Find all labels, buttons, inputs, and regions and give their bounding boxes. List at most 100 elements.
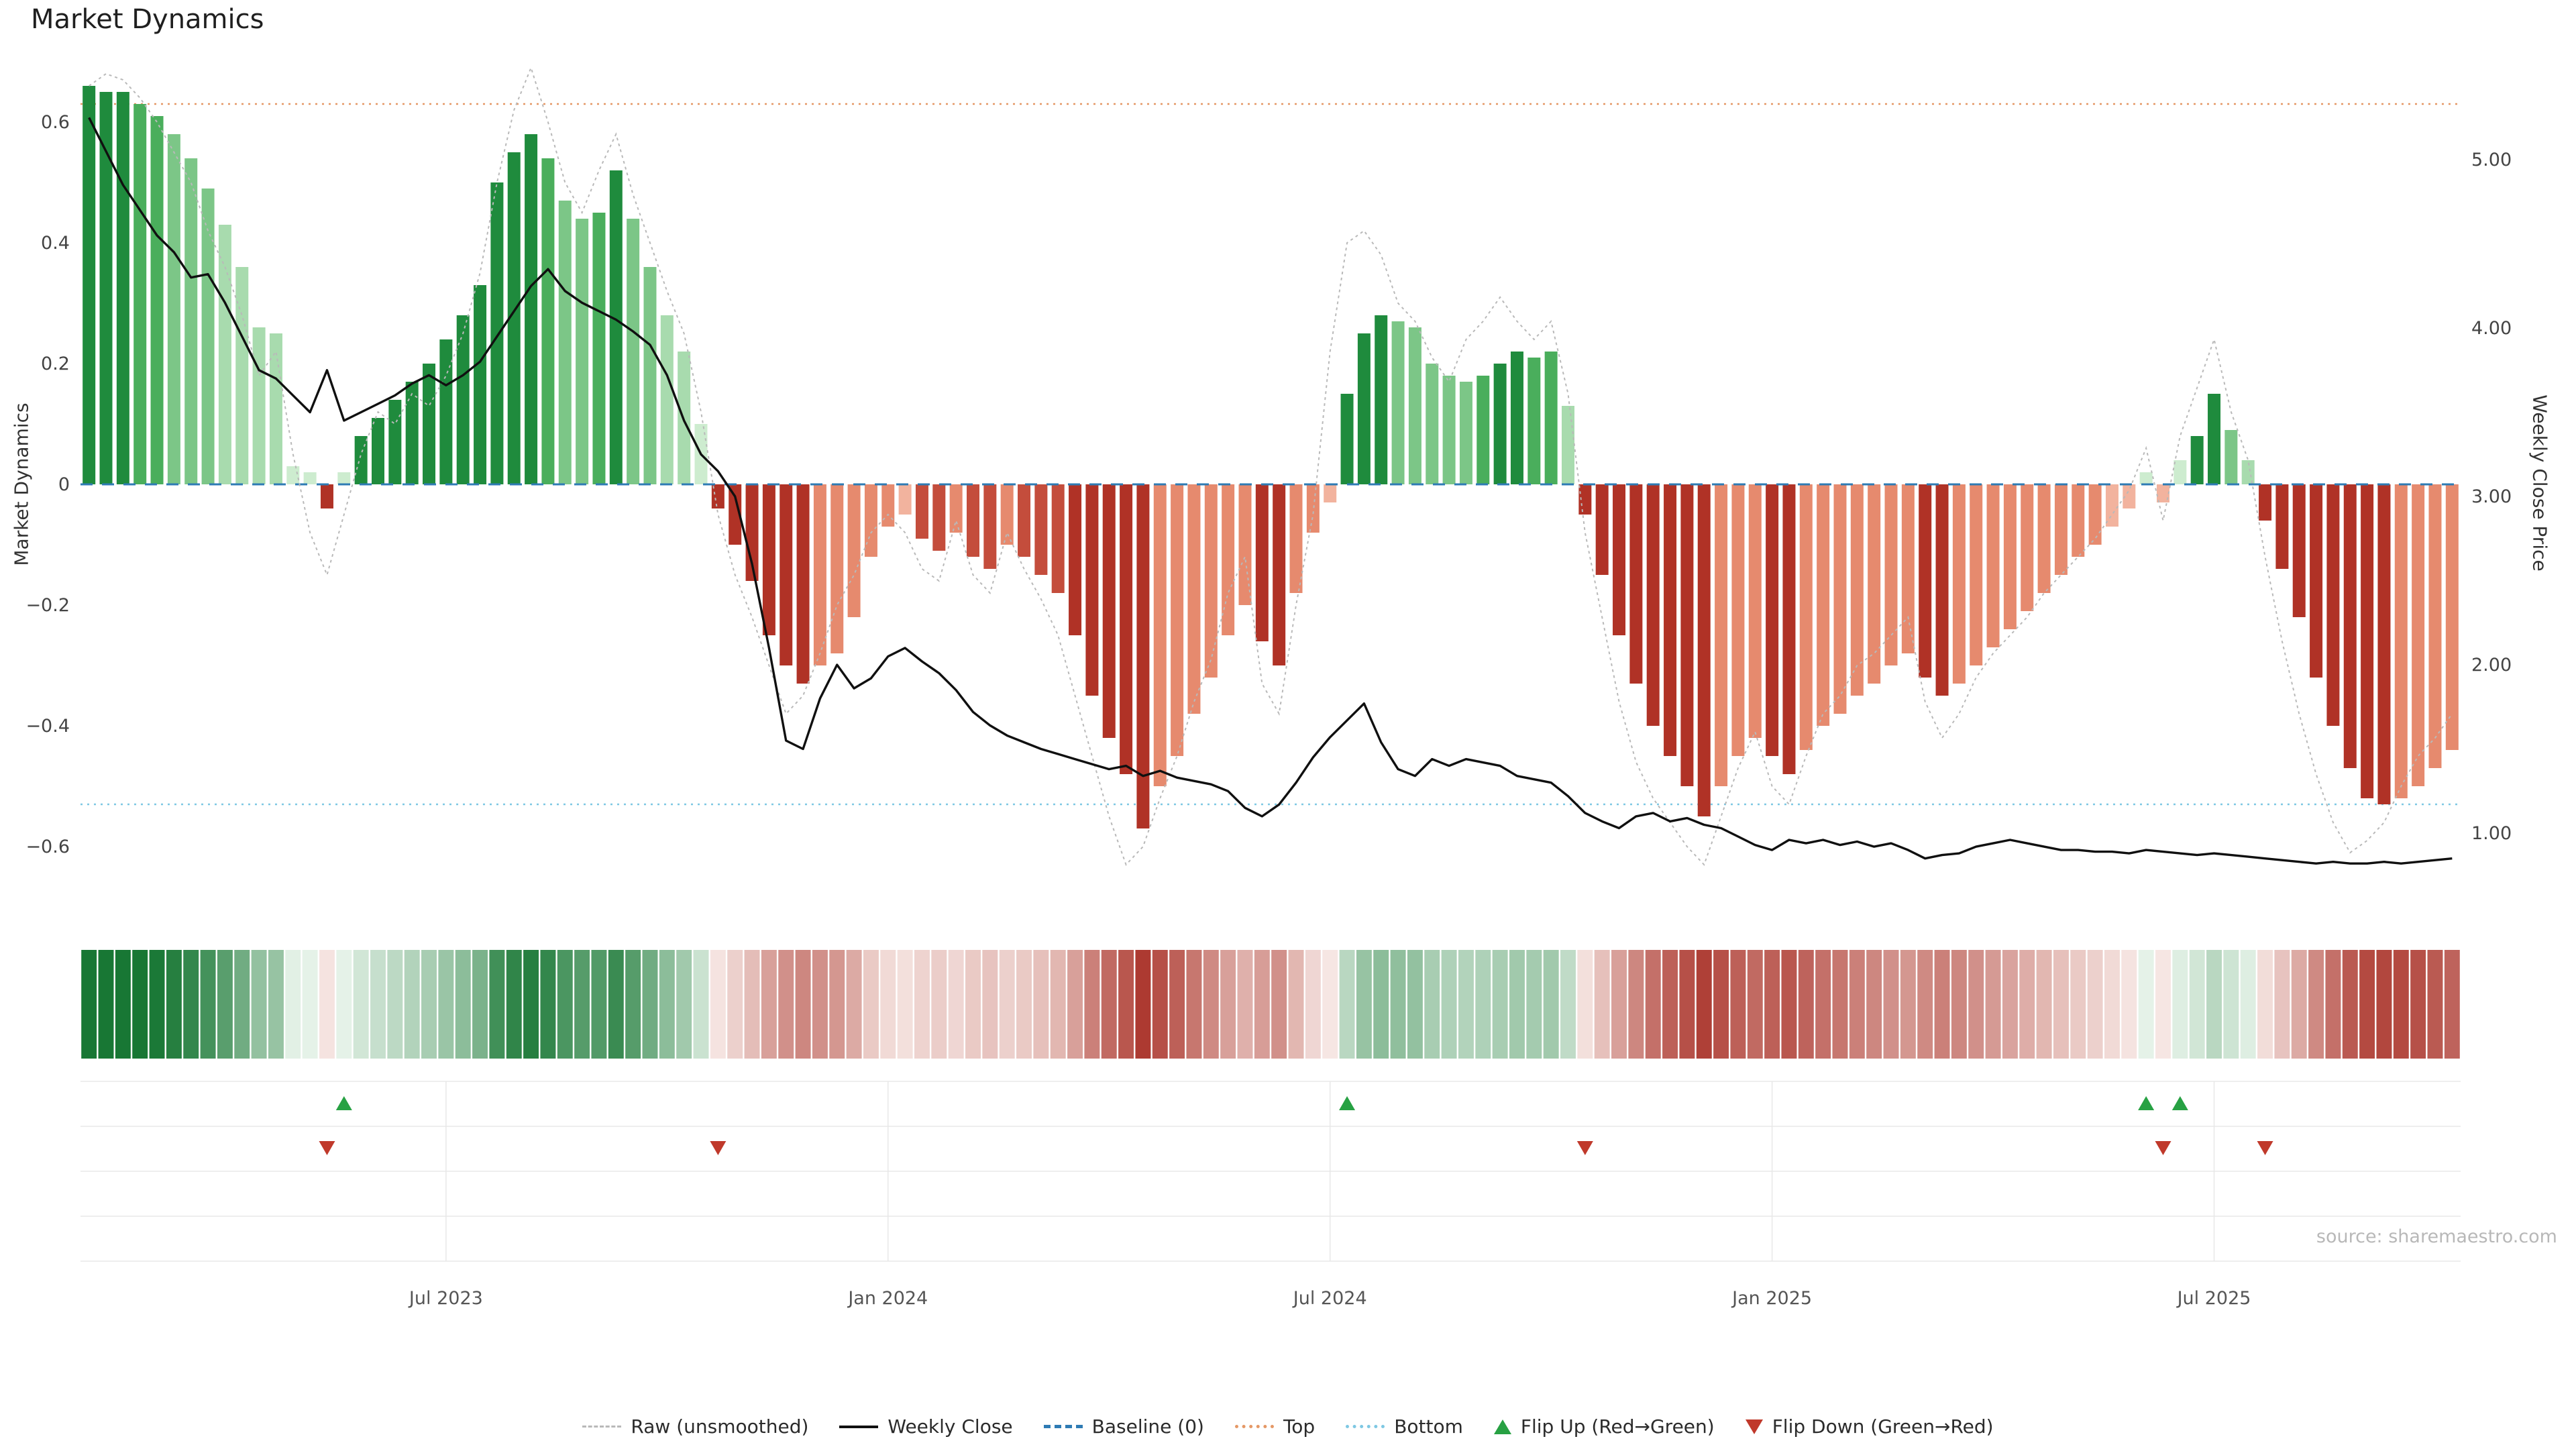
heatmap-cell — [149, 950, 165, 1059]
heatmap-cell — [1951, 950, 1967, 1059]
heatmap-cell — [2206, 950, 2222, 1059]
legend-label: Weekly Close — [888, 1415, 1013, 1438]
heatmap-cell — [1679, 950, 1695, 1059]
right-tick-label: 4.00 — [2471, 318, 2512, 339]
dynamics-bar — [643, 267, 657, 484]
heatmap-cell — [2444, 950, 2460, 1059]
heatmap-cell — [1968, 950, 1984, 1059]
heatmap-cell — [183, 950, 199, 1059]
heatmap-cell — [251, 950, 267, 1059]
heatmap-cell — [999, 950, 1015, 1059]
flip-down-marker — [319, 1141, 335, 1155]
dynamics-bar — [201, 189, 215, 484]
heatmap-cell — [2172, 950, 2188, 1059]
dynamics-bar — [1766, 484, 1779, 756]
heatmap-cell — [1611, 950, 1627, 1059]
legend-label: Raw (unsmoothed) — [631, 1415, 809, 1438]
dynamics-bar — [830, 484, 844, 653]
heatmap-cell — [1662, 950, 1678, 1059]
heatmap-cell — [557, 950, 573, 1059]
right-tick-label: 1.00 — [2471, 823, 2512, 844]
dynamics-bar — [1901, 484, 1915, 653]
dynamics-bar — [474, 285, 487, 484]
heatmap-cell — [1730, 950, 1746, 1059]
heatmap-cell — [591, 950, 607, 1059]
dynamics-bar — [1442, 376, 1456, 484]
dynamics-bar — [881, 484, 895, 527]
dynamics-bar — [983, 484, 997, 569]
dynamics-bar — [2021, 484, 2034, 611]
dynamics-bar — [2174, 460, 2187, 484]
left-tick-label: −0.4 — [25, 716, 70, 737]
heatmap-cell — [2325, 950, 2341, 1059]
dynamics-bar — [2072, 484, 2085, 557]
dynamics-bar — [337, 472, 351, 484]
reference-lines — [80, 103, 2461, 806]
flip-up-triangle-icon — [1493, 1419, 1511, 1434]
heatmap-cell — [217, 950, 233, 1059]
heatmap-cell — [285, 950, 301, 1059]
dynamics-bar — [2123, 484, 2136, 508]
dynamics-bar — [1357, 333, 1371, 484]
legend-item-baseline: Baseline (0) — [1043, 1415, 1204, 1438]
dynamics-bar — [1510, 352, 1523, 484]
dynamics-bar — [1306, 484, 1320, 533]
dynamics-bar — [218, 225, 231, 484]
left-tick-label: −0.6 — [25, 837, 70, 857]
dynamics-bar — [932, 484, 946, 551]
heatmap-cell — [1645, 950, 1661, 1059]
dynamics-bar — [1477, 376, 1490, 484]
dynamics-bar — [1153, 484, 1167, 786]
heatmap-cell — [1271, 950, 1287, 1059]
dynamics-bar — [1782, 484, 1796, 774]
heatmap-cell — [81, 950, 97, 1059]
right-tick-label: 3.00 — [2471, 486, 2512, 507]
left-tick-label: 0.4 — [41, 233, 70, 254]
heatmap-cell — [1900, 950, 1916, 1059]
dynamics-bar — [558, 201, 572, 484]
heatmap-cell — [1016, 950, 1032, 1059]
top-line-sample-icon — [1234, 1425, 1274, 1428]
x-tick-label: Jul 2025 — [2176, 1288, 2251, 1309]
heatmap-cell — [2019, 950, 2035, 1059]
dynamics-bar — [949, 484, 963, 533]
dynamics-bar — [1018, 484, 1031, 557]
dynamics-bar — [388, 400, 402, 484]
dynamics-bar — [1085, 484, 1099, 696]
dynamics-bar — [116, 92, 129, 484]
heatmap-cell — [1067, 950, 1083, 1059]
dynamics-bar — [915, 484, 928, 539]
dynamics-bar — [456, 315, 470, 484]
dynamics-bar — [1799, 484, 1813, 750]
dynamics-bar — [423, 364, 436, 484]
heatmap-cell — [2053, 950, 2069, 1059]
heatmap-cell — [1526, 950, 1542, 1059]
heatmap-cell — [642, 950, 658, 1059]
dynamics-bar — [2224, 430, 2238, 484]
dynamics-bar — [1324, 484, 1337, 502]
left-tick-label: 0 — [58, 474, 70, 495]
dynamics-bar — [1595, 484, 1609, 575]
dynamics-bar — [1970, 484, 1983, 665]
heatmap-cell — [2257, 950, 2273, 1059]
heatmap-cell — [710, 950, 726, 1059]
dynamics-bar — [2428, 484, 2442, 768]
raw-series — [89, 66, 2453, 866]
dynamics-bar — [1069, 484, 1082, 635]
dynamics-bar — [1884, 484, 1898, 665]
heatmap-cell — [1169, 950, 1185, 1059]
left-tick-label: 0.2 — [41, 354, 70, 374]
dynamics-bar — [1222, 484, 1235, 635]
heatmap-cell — [268, 950, 284, 1059]
dynamics-bar — [1493, 364, 1507, 484]
heatmap-cell — [829, 950, 845, 1059]
flip-up-marker — [335, 1096, 352, 1110]
dynamics-bar — [252, 327, 266, 484]
dynamics-bar — [1613, 484, 1626, 635]
heatmap-cell — [2070, 950, 2086, 1059]
dynamics-bar — [1697, 484, 1711, 816]
heatmap-cell — [1322, 950, 1338, 1059]
legend-label: Flip Up (Red→Green) — [1520, 1415, 1715, 1438]
heatmap-cell — [1424, 950, 1440, 1059]
heatmap-cell — [2002, 950, 2018, 1059]
